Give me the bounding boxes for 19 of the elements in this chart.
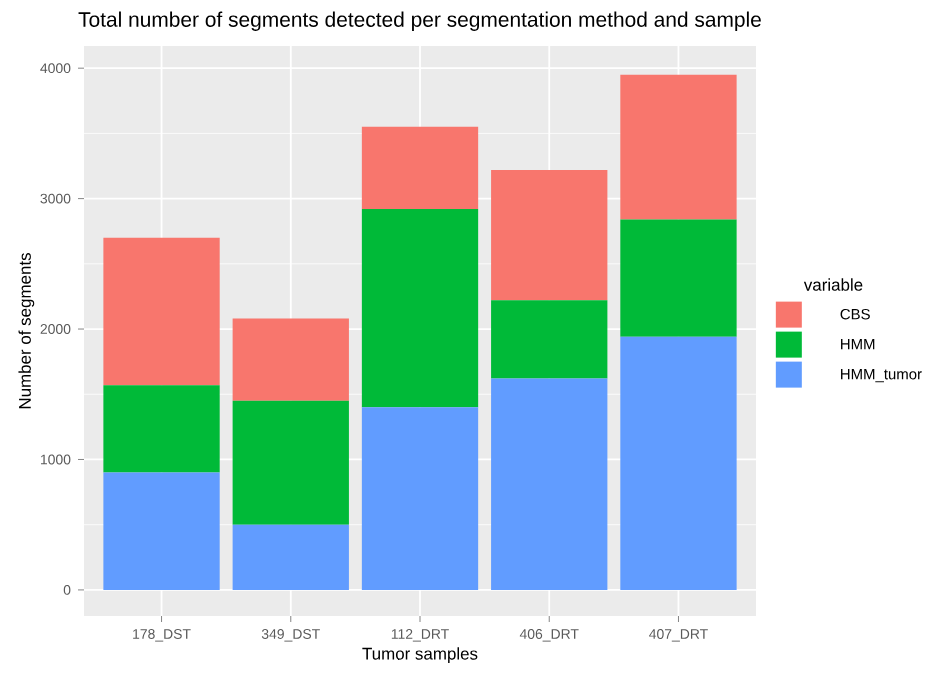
- bar: [361, 126, 479, 210]
- bar: [361, 209, 479, 408]
- bar: [232, 524, 349, 590]
- y-axis-title: Number of segments: [18, 253, 35, 409]
- chart-title: Total number of segments detected per segmentation method and sample: [78, 11, 761, 31]
- bar: [491, 378, 608, 590]
- x-axis-title: Tumor samples: [362, 647, 478, 663]
- bar: [491, 300, 608, 379]
- bar: [620, 219, 737, 337]
- bar: [361, 407, 479, 590]
- bar: [103, 385, 220, 473]
- bar: [232, 400, 349, 525]
- bar: [232, 318, 349, 401]
- bar: [103, 472, 220, 590]
- bar: [620, 74, 737, 220]
- bar: [103, 237, 220, 386]
- bar: [620, 336, 737, 590]
- legend-title: variable: [803, 278, 863, 291]
- bar: [491, 169, 608, 301]
